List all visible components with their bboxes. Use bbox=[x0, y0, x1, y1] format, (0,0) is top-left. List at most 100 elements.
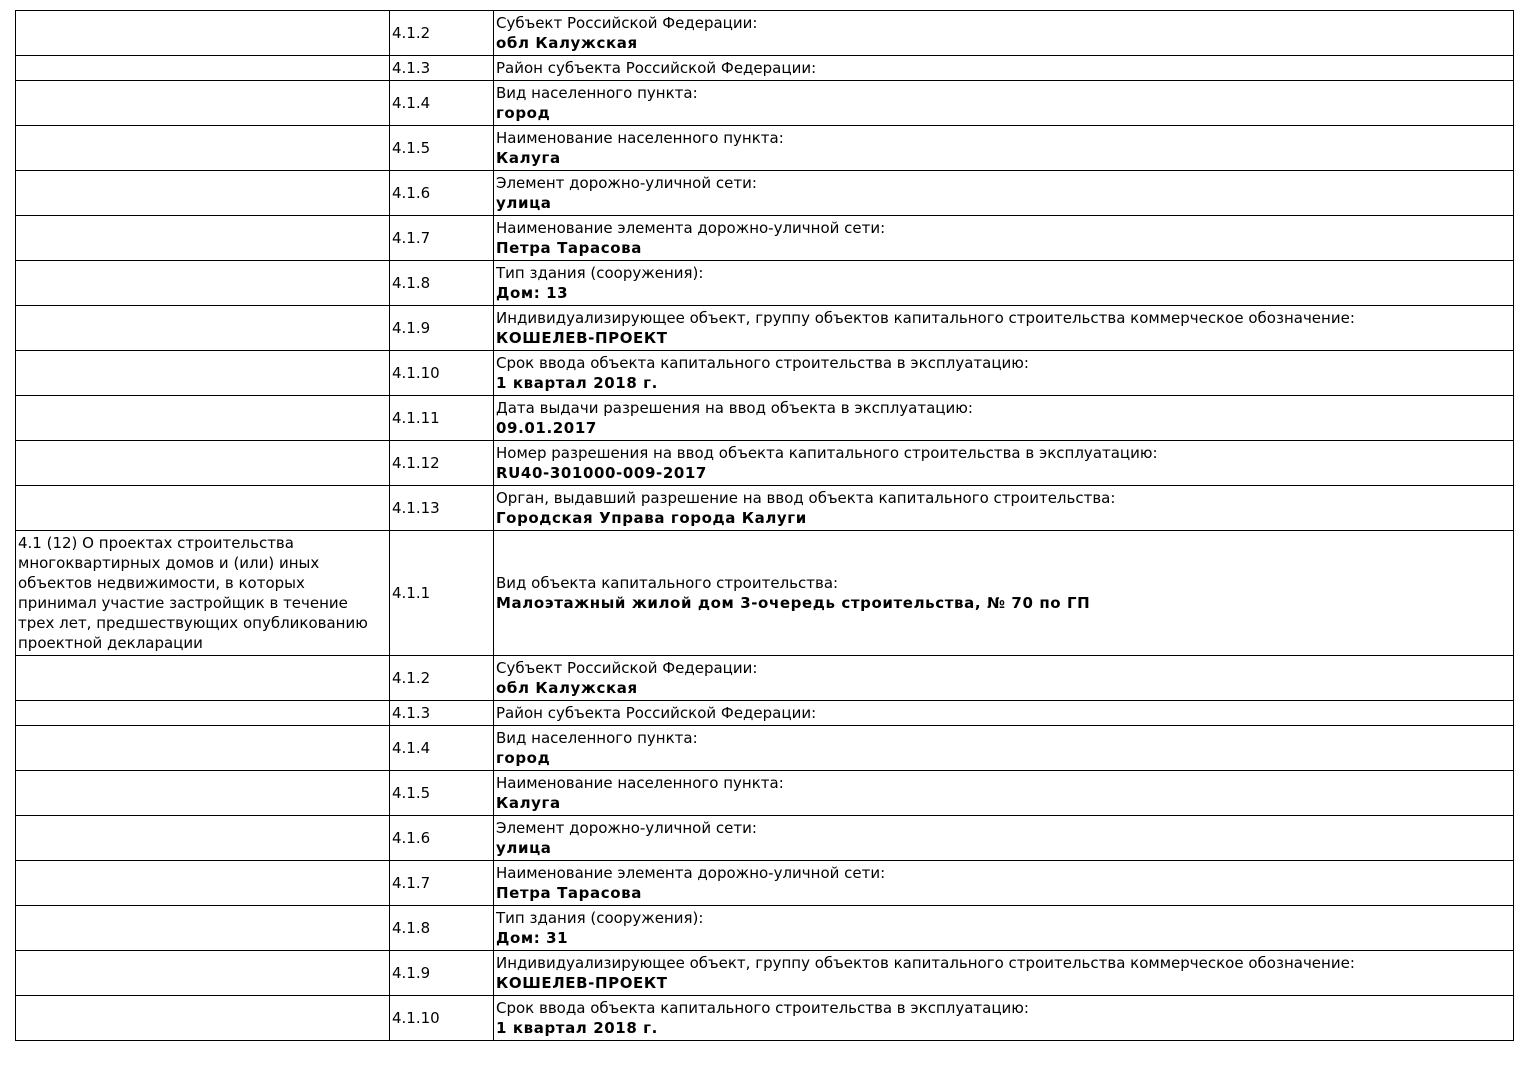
item-value: Петра Тарасова bbox=[496, 884, 642, 902]
table-row: 4.1.11 Дата выдачи разрешения на ввод объ… bbox=[15, 395, 1514, 441]
item-label: Индивидуализирующее объект, группу объек… bbox=[496, 309, 1355, 327]
item-cell: Элемент дорожно-уличной сети: улица bbox=[493, 170, 1514, 216]
table-row: 4.1.13 Орган, выдавший разрешение на ввод… bbox=[15, 485, 1514, 531]
table-row: 4.1.9 Индивидуализирующее объект, группу … bbox=[15, 950, 1514, 996]
section-cell bbox=[15, 260, 390, 306]
table-row: 4.1.6 Элемент дорожно-уличной сети: улица bbox=[15, 815, 1514, 861]
item-cell: Срок ввода объекта капитального строител… bbox=[493, 350, 1514, 396]
item-cell: Район субъекта Российской Федерации: bbox=[493, 55, 1514, 81]
item-label: Тип здания (сооружения): bbox=[496, 264, 704, 282]
item-number: 4.1.13 bbox=[389, 485, 494, 531]
item-number: 4.1.5 bbox=[389, 770, 494, 816]
item-label: Элемент дорожно-уличной сети: bbox=[496, 174, 757, 192]
item-value: 1 квартал 2018 г. bbox=[496, 1019, 658, 1037]
item-number: 4.1.5 bbox=[389, 125, 494, 171]
section-cell bbox=[15, 815, 390, 861]
item-cell: Вид населенного пункта: город bbox=[493, 725, 1514, 771]
item-number: 4.1.6 bbox=[389, 170, 494, 216]
item-number: 4.1.11 bbox=[389, 395, 494, 441]
section-cell bbox=[15, 700, 390, 726]
section-cell bbox=[15, 10, 390, 56]
table-row: 4.1.2 Субъект Российской Федерации: обл Ка… bbox=[15, 655, 1514, 701]
table-row: 4.1.7 Наименование элемента дорожно-уличн… bbox=[15, 215, 1514, 261]
table-row: 4.1.8 Тип здания (сооружения): Дом: 13 bbox=[15, 260, 1514, 306]
item-label: Наименование элемента дорожно-уличной се… bbox=[496, 219, 886, 237]
section-cell: 4.1 (12) О проектах строительства многок… bbox=[15, 530, 390, 656]
item-value: Городская Управа города Калуги bbox=[496, 509, 807, 527]
table-row: 4.1.5 Наименование населенного пункта: Кал… bbox=[15, 770, 1514, 816]
section-cell bbox=[15, 170, 390, 216]
item-value: обл Калужская bbox=[496, 34, 638, 52]
section-cell bbox=[15, 395, 390, 441]
item-label: Вид объекта капитального строительства: bbox=[496, 574, 839, 592]
item-label: Район субъекта Российской Федерации: bbox=[496, 704, 817, 722]
section-cell bbox=[15, 350, 390, 396]
item-number: 4.1.12 bbox=[389, 440, 494, 486]
section-cell bbox=[15, 995, 390, 1041]
table-row: 4.1.12 Номер разрешения на ввод объекта к… bbox=[15, 440, 1514, 486]
section-cell bbox=[15, 305, 390, 351]
item-cell: Тип здания (сооружения): Дом: 13 bbox=[493, 260, 1514, 306]
table-row: 4.1.10 Срок ввода объекта капитального ст… bbox=[15, 995, 1514, 1041]
item-label: Район субъекта Российской Федерации: bbox=[496, 59, 817, 77]
item-number: 4.1.7 bbox=[389, 860, 494, 906]
item-label: Вид населенного пункта: bbox=[496, 84, 698, 102]
table-row: 4.1.6 Элемент дорожно-уличной сети: улица bbox=[15, 170, 1514, 216]
item-number: 4.1.7 bbox=[389, 215, 494, 261]
item-cell: Срок ввода объекта капитального строител… bbox=[493, 995, 1514, 1041]
table-row: 4.1.9 Индивидуализирующее объект, группу … bbox=[15, 305, 1514, 351]
item-value: обл Калужская bbox=[496, 679, 638, 697]
item-number: 4.1.4 bbox=[389, 80, 494, 126]
item-number: 4.1.8 bbox=[389, 905, 494, 951]
item-cell: Вид населенного пункта: город bbox=[493, 80, 1514, 126]
section-cell bbox=[15, 860, 390, 906]
item-number: 4.1.4 bbox=[389, 725, 494, 771]
item-label: Орган, выдавший разрешение на ввод объек… bbox=[496, 489, 1116, 507]
item-value: КОШЕЛЕВ-ПРОЕКТ bbox=[496, 329, 668, 347]
item-cell: Наименование населенного пункта: Калуга bbox=[493, 770, 1514, 816]
item-cell: Наименование элемента дорожно-уличной се… bbox=[493, 860, 1514, 906]
item-label: Вид населенного пункта: bbox=[496, 729, 698, 747]
section-cell bbox=[15, 55, 390, 81]
item-cell: Район субъекта Российской Федерации: bbox=[493, 700, 1514, 726]
item-value: RU40-301000-009-2017 bbox=[496, 464, 707, 482]
item-value: улица bbox=[496, 839, 552, 857]
item-cell: Наименование элемента дорожно-уличной се… bbox=[493, 215, 1514, 261]
item-number: 4.1.2 bbox=[389, 10, 494, 56]
item-number: 4.1.3 bbox=[389, 700, 494, 726]
item-number: 4.1.3 bbox=[389, 55, 494, 81]
table-row: 4.1.10 Срок ввода объекта капитального ст… bbox=[15, 350, 1514, 396]
item-number: 4.1.10 bbox=[389, 350, 494, 396]
item-value: Калуга bbox=[496, 149, 561, 167]
item-label: Субъект Российской Федерации: bbox=[496, 14, 758, 32]
item-label: Элемент дорожно-уличной сети: bbox=[496, 819, 757, 837]
item-number: 4.1.1 bbox=[389, 530, 494, 656]
item-label: Дата выдачи разрешения на ввод объекта в… bbox=[496, 399, 973, 417]
section-cell bbox=[15, 80, 390, 126]
item-label: Индивидуализирующее объект, группу объек… bbox=[496, 954, 1355, 972]
item-value: Малоэтажный жилой дом 3-очередь строител… bbox=[496, 594, 1091, 612]
item-value: 09.01.2017 bbox=[496, 419, 597, 437]
table-row: 4.1.8 Тип здания (сооружения): Дом: 31 bbox=[15, 905, 1514, 951]
item-cell: Дата выдачи разрешения на ввод объекта в… bbox=[493, 395, 1514, 441]
item-cell: Наименование населенного пункта: Калуга bbox=[493, 125, 1514, 171]
section-cell bbox=[15, 770, 390, 816]
section-cell bbox=[15, 950, 390, 996]
item-cell: Номер разрешения на ввод объекта капитал… bbox=[493, 440, 1514, 486]
item-value: город bbox=[496, 749, 551, 767]
section-cell bbox=[15, 215, 390, 261]
item-label: Наименование населенного пункта: bbox=[496, 129, 784, 147]
item-number: 4.1.9 bbox=[389, 305, 494, 351]
item-value: улица bbox=[496, 194, 552, 212]
table-row: 4.1.4 Вид населенного пункта: город bbox=[15, 80, 1514, 126]
declaration-table: 4.1.2 Субъект Российской Федерации: обл Ка… bbox=[15, 10, 1514, 1041]
item-label: Срок ввода объекта капитального строител… bbox=[496, 999, 1029, 1017]
item-number: 4.1.10 bbox=[389, 995, 494, 1041]
item-value: Калуга bbox=[496, 794, 561, 812]
item-cell: Вид объекта капитального строительства: М… bbox=[493, 530, 1514, 656]
section-cell bbox=[15, 725, 390, 771]
item-value: Петра Тарасова bbox=[496, 239, 642, 257]
section-cell bbox=[15, 485, 390, 531]
item-cell: Индивидуализирующее объект, группу объек… bbox=[493, 950, 1514, 996]
section-cell bbox=[15, 655, 390, 701]
